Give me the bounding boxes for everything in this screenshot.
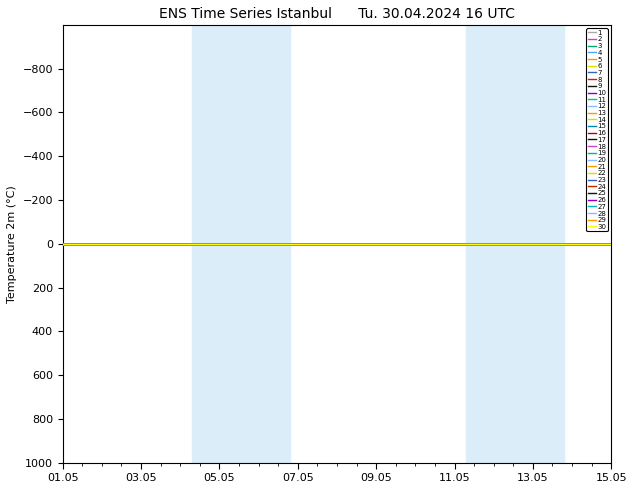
Title: ENS Time Series Istanbul      Tu. 30.04.2024 16 UTC: ENS Time Series Istanbul Tu. 30.04.2024 … bbox=[159, 7, 515, 21]
Bar bbox=[239, 25, 290, 463]
Y-axis label: Temperature 2m (°C): Temperature 2m (°C) bbox=[7, 185, 17, 303]
Bar bbox=[514, 25, 564, 463]
Bar bbox=[466, 25, 514, 463]
Bar bbox=[192, 25, 239, 463]
Legend: 1, 2, 3, 4, 5, 6, 7, 8, 9, 10, 11, 12, 13, 14, 15, 16, 17, 18, 19, 20, 21, 22, 2: 1, 2, 3, 4, 5, 6, 7, 8, 9, 10, 11, 12, 1… bbox=[586, 28, 608, 231]
